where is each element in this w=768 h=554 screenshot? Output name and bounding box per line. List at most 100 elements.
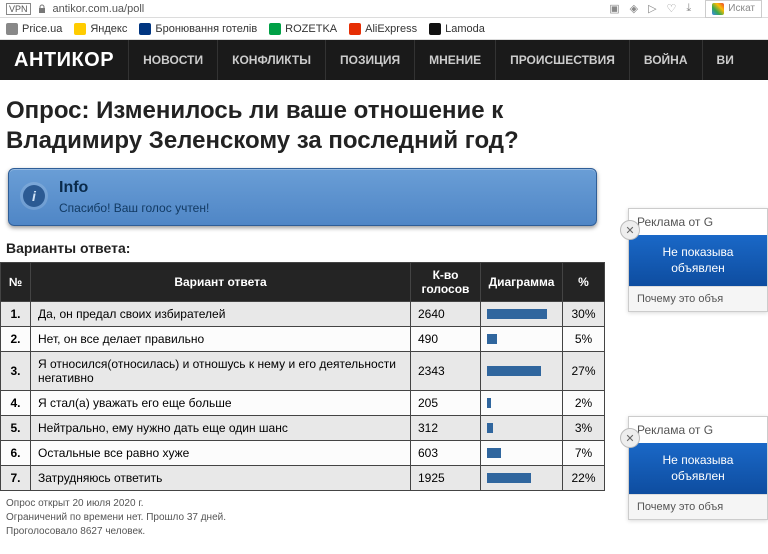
cell-answer: Нет, он все делает правильно bbox=[31, 327, 411, 352]
cell-diagram bbox=[481, 466, 563, 491]
page-title: Опрос: Изменилось ли ваше отношение к Вл… bbox=[0, 88, 605, 168]
cell-num: 7. bbox=[1, 466, 31, 491]
cell-answer: Затрудняюсь ответить bbox=[31, 466, 411, 491]
cell-answer: Я относился(относилась) и отношусь к нем… bbox=[31, 352, 411, 391]
main-nav: АНТИКОР НОВОСТИКОНФЛИКТЫПОЗИЦИЯМНЕНИЕПРО… bbox=[0, 40, 768, 80]
download-icon[interactable]: ⤓ bbox=[686, 2, 691, 15]
ad-close-icon[interactable]: ✕ bbox=[620, 220, 640, 240]
cell-votes: 205 bbox=[411, 391, 481, 416]
bookmark-item[interactable]: Яндекс bbox=[74, 23, 127, 35]
nav-item[interactable]: ВОЙНА bbox=[629, 40, 702, 80]
diagram-bar bbox=[487, 423, 493, 433]
bookmark-icon bbox=[139, 23, 151, 35]
heart-icon[interactable]: ♡ bbox=[667, 2, 677, 15]
cell-pct: 7% bbox=[563, 441, 605, 466]
col-diagram: Диаграмма bbox=[481, 263, 563, 302]
cell-num: 1. bbox=[1, 302, 31, 327]
table-row: 2.Нет, он все делает правильно490 5% bbox=[1, 327, 605, 352]
cell-votes: 490 bbox=[411, 327, 481, 352]
ad-header: Реклама от G bbox=[629, 209, 767, 235]
cell-num: 4. bbox=[1, 391, 31, 416]
cell-num: 3. bbox=[1, 352, 31, 391]
diagram-bar bbox=[487, 366, 541, 376]
cell-diagram bbox=[481, 327, 563, 352]
extension-icon[interactable]: ▷ bbox=[648, 2, 656, 15]
bookmark-label: Бронювання готелів bbox=[155, 23, 257, 35]
cell-answer: Да, он предал своих избирателей bbox=[31, 302, 411, 327]
cell-diagram bbox=[481, 391, 563, 416]
cell-votes: 2640 bbox=[411, 302, 481, 327]
browser-search[interactable]: Искат bbox=[705, 0, 762, 18]
nav-item[interactable]: МНЕНИЕ bbox=[414, 40, 495, 80]
bookmark-icon bbox=[269, 23, 281, 35]
logo[interactable]: АНТИКОР bbox=[0, 40, 128, 80]
ad-footer[interactable]: Почему это объя bbox=[629, 286, 767, 311]
col-answer: Вариант ответа bbox=[31, 263, 411, 302]
bookmark-icon bbox=[6, 23, 18, 35]
browser-url-bar: VPN antikor.com.ua/poll ▣ ◈ ▷ ♡ ⤓ Искат bbox=[0, 0, 768, 18]
col-pct: % bbox=[563, 263, 605, 302]
ad-body[interactable]: Не показыва объявлен bbox=[629, 443, 767, 494]
bookmark-label: Lamoda bbox=[445, 23, 485, 35]
lock-icon bbox=[37, 4, 47, 14]
cell-pct: 30% bbox=[563, 302, 605, 327]
bookmark-item[interactable]: Lamoda bbox=[429, 23, 485, 35]
cell-diagram bbox=[481, 302, 563, 327]
cell-num: 6. bbox=[1, 441, 31, 466]
bookmarks-bar: Price.ua Яндекс Бронювання готелів ROZETKA A… bbox=[0, 18, 768, 40]
diagram-bar bbox=[487, 473, 531, 483]
ad-footer[interactable]: Почему это объя bbox=[629, 494, 767, 519]
cell-diagram bbox=[481, 416, 563, 441]
bookmark-label: AliExpress bbox=[365, 23, 417, 35]
info-icon: i bbox=[23, 185, 45, 207]
cell-pct: 5% bbox=[563, 327, 605, 352]
nav-item[interactable]: ПОЗИЦИЯ bbox=[325, 40, 414, 80]
cell-diagram bbox=[481, 441, 563, 466]
cell-votes: 312 bbox=[411, 416, 481, 441]
bookmark-item[interactable]: AliExpress bbox=[349, 23, 417, 35]
cell-votes: 2343 bbox=[411, 352, 481, 391]
cell-num: 2. bbox=[1, 327, 31, 352]
poll-meta-line: Проголосовало 8627 человек. bbox=[6, 525, 599, 539]
info-box: i Info Спасибо! Ваш голос учтен! bbox=[8, 168, 597, 226]
bookmark-icon bbox=[74, 23, 86, 35]
cell-answer: Остальные все равно хуже bbox=[31, 441, 411, 466]
ad-line2: объявлен bbox=[637, 469, 759, 485]
col-num: № bbox=[1, 263, 31, 302]
poll-meta-line: Ограничений по времени нет. Прошло 37 дн… bbox=[6, 511, 599, 525]
cell-diagram bbox=[481, 352, 563, 391]
bookmark-icon bbox=[429, 23, 441, 35]
table-row: 4.Я стал(а) уважать его еще больше2052% bbox=[1, 391, 605, 416]
vpn-badge: VPN bbox=[6, 3, 31, 15]
browser-action-icons: ▣ ◈ ▷ ♡ ⤓ bbox=[609, 2, 691, 15]
ad-line1: Не показыва bbox=[637, 245, 759, 261]
table-row: 3.Я относился(относилась) и отношусь к н… bbox=[1, 352, 605, 391]
ad-body[interactable]: Не показыва объявлен bbox=[629, 235, 767, 286]
ad-block-2: ✕ Реклама от G Не показыва объявлен Поче… bbox=[628, 416, 768, 520]
diagram-bar bbox=[487, 448, 501, 458]
bookmark-label: Price.ua bbox=[22, 23, 62, 35]
url-text: antikor.com.ua/poll bbox=[53, 3, 145, 15]
table-row: 1.Да, он предал своих избирателей2640 30% bbox=[1, 302, 605, 327]
nav-item[interactable]: ПРОИСШЕСТВИЯ bbox=[495, 40, 629, 80]
bookmark-item[interactable]: ROZETKA bbox=[269, 23, 337, 35]
bookmark-label: ROZETKA bbox=[285, 23, 337, 35]
extension-icon[interactable]: ▣ bbox=[609, 2, 619, 15]
bookmark-item[interactable]: Price.ua bbox=[6, 23, 62, 35]
google-icon bbox=[712, 3, 724, 15]
diagram-bar bbox=[487, 398, 491, 408]
bookmark-label: Яндекс bbox=[90, 23, 127, 35]
ad-line1: Не показыва bbox=[637, 453, 759, 469]
bookmark-item[interactable]: Бронювання готелів bbox=[139, 23, 257, 35]
cell-pct: 3% bbox=[563, 416, 605, 441]
nav-item[interactable]: ВИ bbox=[702, 40, 748, 80]
variants-heading: Варианты ответа: bbox=[0, 240, 605, 262]
cell-answer: Я стал(а) уважать его еще больше bbox=[31, 391, 411, 416]
ad-header: Реклама от G bbox=[629, 417, 767, 443]
info-title: Info bbox=[59, 179, 209, 197]
cell-pct: 22% bbox=[563, 466, 605, 491]
cell-votes: 603 bbox=[411, 441, 481, 466]
nav-item[interactable]: КОНФЛИКТЫ bbox=[217, 40, 325, 80]
extension-icon[interactable]: ◈ bbox=[630, 2, 638, 15]
nav-item[interactable]: НОВОСТИ bbox=[128, 40, 217, 80]
